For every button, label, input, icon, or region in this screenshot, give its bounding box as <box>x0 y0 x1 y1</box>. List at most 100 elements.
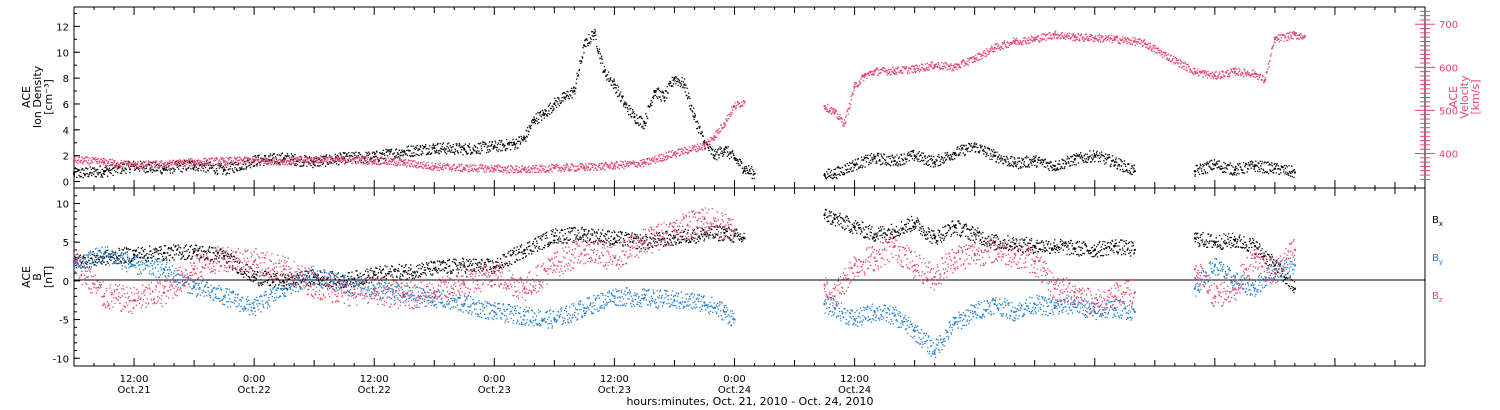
density-sample <box>1086 161 1089 163</box>
velocity-sample <box>486 167 488 169</box>
density-sample <box>575 87 577 90</box>
density-sample <box>892 164 894 166</box>
density-sample <box>931 159 933 162</box>
density-sample <box>207 170 209 172</box>
velocity-sample <box>308 157 310 160</box>
density-sample <box>364 160 366 162</box>
density-sample <box>173 170 175 172</box>
velocity-sample <box>918 68 920 70</box>
density-sample <box>527 133 530 136</box>
density-sample <box>348 152 350 154</box>
density-sample <box>208 167 211 170</box>
density-sample <box>434 150 436 152</box>
density-sample <box>1220 165 1222 167</box>
density-sample <box>338 160 340 162</box>
density-sample <box>432 144 434 147</box>
density-sample <box>111 169 113 171</box>
velocity-sample <box>1042 33 1044 35</box>
velocity-sample <box>851 92 854 94</box>
velocity-sample <box>366 158 369 160</box>
velocity-sample <box>293 163 295 165</box>
density-sample <box>492 148 494 150</box>
velocity-sample <box>471 168 473 170</box>
density-sample <box>1223 161 1225 164</box>
legend-by: By <box>1432 253 1443 266</box>
density-sample <box>529 127 531 129</box>
density-sample <box>595 34 597 36</box>
density-sample <box>179 165 182 167</box>
velocity-sample <box>120 159 123 162</box>
velocity-sample <box>702 149 704 151</box>
velocity-sample <box>525 168 527 170</box>
density-sample <box>869 159 872 161</box>
density-sample <box>1253 167 1256 169</box>
density-sample <box>381 152 384 154</box>
density-sample <box>468 146 470 148</box>
density-sample <box>587 45 589 47</box>
density-sample <box>502 143 505 146</box>
velocity-sample <box>486 166 489 168</box>
velocity-sample <box>317 162 319 164</box>
velocity-sample <box>1005 46 1008 48</box>
velocity-sample <box>161 160 163 162</box>
density-sample <box>401 149 403 151</box>
density-sample <box>1018 157 1020 159</box>
density-sample <box>738 164 740 167</box>
density-sample <box>431 146 433 149</box>
density-sample <box>1257 162 1259 164</box>
density-sample <box>662 95 664 97</box>
density-sample <box>96 168 98 171</box>
velocity-sample <box>405 166 408 168</box>
velocity-point <box>523 168 526 171</box>
velocity-sample <box>705 142 707 144</box>
density-sample <box>170 168 173 170</box>
density-sample <box>1224 162 1227 165</box>
density-sample <box>988 147 990 149</box>
velocity-sample <box>932 68 934 70</box>
velocity-sample <box>591 164 594 167</box>
density-sample <box>248 165 250 167</box>
density-sample <box>935 158 937 161</box>
velocity-sample <box>859 82 862 84</box>
velocity-sample <box>432 169 434 171</box>
velocity-sample <box>939 65 941 67</box>
density-sample <box>989 149 991 151</box>
velocity-sample <box>95 157 97 159</box>
density-sample <box>964 154 966 157</box>
density-sample <box>723 149 725 151</box>
density-sample <box>509 142 511 144</box>
velocity-sample <box>732 105 734 107</box>
velocity-sample <box>670 151 672 153</box>
density-sample <box>1267 172 1270 175</box>
density-sample <box>896 154 898 156</box>
density-sample <box>921 157 924 159</box>
velocity-sample <box>1068 37 1070 40</box>
density-sample <box>560 102 562 104</box>
velocity-sample <box>531 171 533 173</box>
density-sample <box>263 154 266 157</box>
density-sample <box>1268 163 1271 165</box>
velocity-sample <box>724 124 727 126</box>
velocity-sample <box>1055 30 1057 32</box>
density-sample <box>1006 164 1009 167</box>
velocity-sample <box>177 164 179 167</box>
velocity-sample <box>491 166 493 168</box>
velocity-sample <box>862 74 864 76</box>
density-sample <box>851 162 854 164</box>
density-sample <box>663 97 665 99</box>
velocity-sample <box>355 163 357 165</box>
velocity-sample <box>974 60 976 62</box>
velocity-sample <box>264 159 267 161</box>
density-sample <box>466 153 468 156</box>
velocity-sample <box>858 80 860 82</box>
density-sample <box>646 115 648 117</box>
velocity-sample <box>463 169 465 171</box>
density-sample <box>688 95 690 98</box>
velocity-sample <box>329 160 331 163</box>
velocity-sample <box>466 165 469 167</box>
velocity-sample <box>565 167 567 169</box>
velocity-sample <box>586 165 588 167</box>
velocity-sample <box>601 162 603 164</box>
density-sample <box>314 165 316 167</box>
density-sample <box>930 157 932 160</box>
